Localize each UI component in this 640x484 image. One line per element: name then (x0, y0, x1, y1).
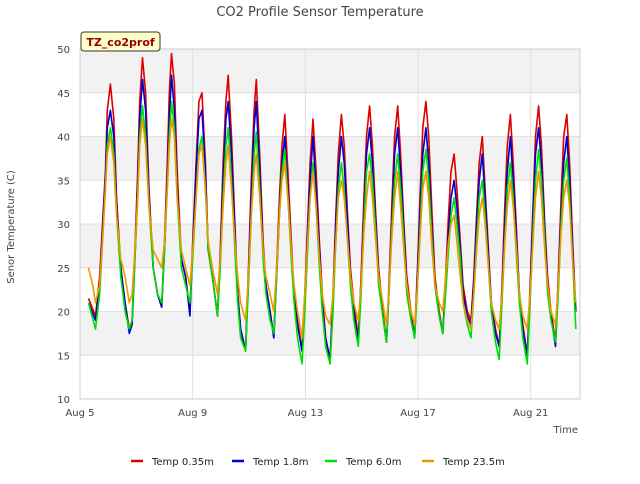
plot-band (80, 136, 580, 181)
series-lines (87, 52, 577, 365)
series-line (87, 74, 577, 361)
station-badge: TZ_co2prof (80, 31, 161, 52)
x-axis-ticks: Aug 5 Aug 9 Aug 13 Aug 17 Aug 21 (65, 408, 548, 419)
y-tick-label: 35 (57, 176, 70, 187)
y-tick-label: 15 (57, 351, 70, 362)
y-axis-label: Senor Temperature (C) (6, 170, 17, 284)
badge-box (80, 31, 161, 52)
y-tick-label: 30 (57, 220, 70, 231)
x-axis-label: Time (553, 425, 578, 436)
y-tick-label: 20 (57, 308, 70, 319)
y-tick-label: 50 (57, 45, 70, 56)
y-tick-label: 10 (57, 395, 70, 406)
plot-band (80, 49, 580, 93)
legend: Temp 0.35m Temp 1.8m Temp 6.0m Temp 23.5m (131, 457, 505, 468)
x-tick-label: Aug 17 (400, 408, 435, 419)
plot-band (80, 180, 580, 224)
y-axis-ticks: 10 15 20 25 30 35 40 45 50 (57, 45, 70, 406)
series-line (87, 118, 577, 339)
x-tick-label: Aug 5 (65, 408, 94, 419)
y-tick-label: 40 (57, 133, 70, 144)
legend-label: Temp 1.8m (252, 457, 308, 468)
x-tick-label: Aug 13 (288, 408, 323, 419)
plot-band (80, 92, 580, 137)
plot-frame (79, 48, 581, 400)
legend-label: Temp 0.35m (151, 457, 214, 468)
x-tick-label: Aug 9 (178, 408, 207, 419)
y-tick-label: 25 (57, 264, 70, 275)
legend-label: Temp 23.5m (442, 457, 505, 468)
y-tick-label: 45 (57, 89, 70, 100)
x-tick-label: Aug 21 (513, 408, 548, 419)
badge-label: TZ_co2prof (86, 36, 155, 49)
legend-label: Temp 6.0m (345, 457, 401, 468)
chart-title: CO2 Profile Sensor Temperature (216, 5, 423, 20)
